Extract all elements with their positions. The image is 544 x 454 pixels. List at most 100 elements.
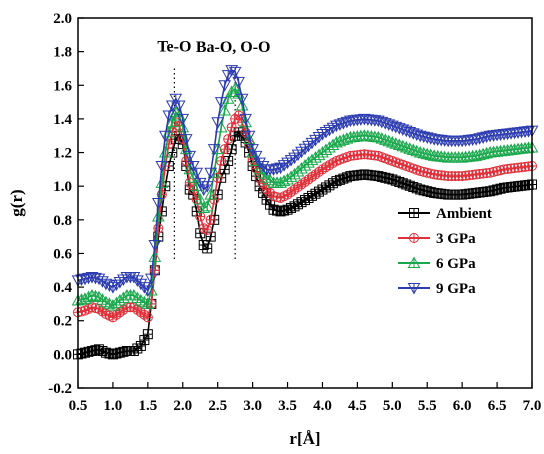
data-point (376, 171, 387, 182)
data-point (165, 100, 179, 112)
legend-label: Ambient (436, 206, 492, 222)
data-point (409, 233, 419, 243)
x-tick-label: 3.5 (278, 398, 297, 414)
legend-item: 3 GPa (398, 231, 476, 247)
x-tick-label: 3.0 (243, 398, 262, 414)
x-tick-label: 4.5 (348, 398, 367, 414)
data-point (469, 134, 483, 146)
data-point (200, 199, 214, 212)
data-point (162, 110, 176, 123)
legend-item: 6 GPa (398, 256, 476, 272)
annotation-ba-o-o-o: Ba-O, O-O (196, 39, 271, 56)
data-point (232, 76, 245, 89)
data-point (265, 199, 276, 210)
y-tick-label: 1.8 (53, 45, 72, 61)
data-point (205, 231, 216, 242)
data-point (235, 93, 249, 106)
data-point (476, 132, 490, 144)
annotations: Te-O Ba-O, O-O (157, 39, 270, 56)
data-point (246, 144, 259, 156)
data-point (144, 273, 158, 286)
data-point (473, 133, 486, 145)
legend-label: 6 GPa (436, 256, 476, 272)
x-tick-label: 1.5 (138, 398, 157, 414)
data-point (78, 273, 92, 286)
data-point (190, 179, 204, 192)
data-point (226, 122, 237, 133)
data-point (179, 134, 193, 146)
x-tick-label: 4.0 (313, 398, 332, 414)
data-point (195, 228, 206, 239)
x-tick-label: 6.0 (453, 398, 472, 414)
data-point (261, 194, 272, 205)
legend-item: 9 GPa (398, 281, 476, 297)
data-point (165, 115, 179, 128)
data-point (326, 138, 340, 150)
data-point (190, 167, 204, 180)
data-point (218, 103, 232, 116)
data-point (214, 97, 228, 109)
data-point (407, 256, 421, 268)
data-point (151, 209, 165, 222)
data-point (233, 110, 244, 121)
annotation-te-o: Te-O (157, 39, 191, 56)
data-point (407, 283, 421, 295)
data-point (228, 66, 242, 79)
x-tick-label: 5.5 (418, 398, 437, 414)
data-point (204, 188, 218, 200)
data-point (267, 164, 280, 176)
data-point (193, 193, 207, 205)
data-point (221, 70, 235, 82)
data-point (151, 198, 165, 210)
x-tick-label: 7.0 (523, 398, 542, 414)
data-point (148, 240, 162, 252)
data-point (420, 147, 434, 160)
x-tick-label: 2.0 (173, 398, 192, 414)
series-3 (71, 65, 539, 297)
x-tick-label: 6.5 (488, 398, 507, 414)
data-point (223, 134, 234, 145)
data-point (149, 265, 160, 276)
data-point (141, 297, 155, 309)
x-tick-label: 2.5 (208, 398, 227, 414)
data-point (424, 148, 438, 161)
data-point (139, 335, 150, 346)
y-tick-label: 1.4 (53, 112, 72, 128)
data-point (183, 162, 197, 175)
data-point (480, 131, 493, 144)
data-point (242, 130, 256, 143)
y-tick-label: 0.8 (53, 213, 72, 229)
data-point (89, 289, 102, 302)
x-tick-label: 1.0 (104, 398, 123, 414)
data-point (249, 150, 263, 163)
data-point (204, 167, 218, 180)
data-point (202, 243, 213, 254)
legend-item: Ambient (398, 206, 492, 222)
data-point (169, 93, 183, 106)
series-group (71, 65, 539, 360)
y-tick-label: 1.0 (53, 179, 72, 195)
x-tick-label: 5.0 (383, 398, 402, 414)
data-point (158, 130, 172, 143)
axes: 0.5 1.0 1.5 2.0 2.5 3.0 3.5 4.0 4.5 5.0 5.5 6.0 6.5 7… (48, 11, 541, 414)
y-tick-label: 0.0 (53, 347, 72, 363)
data-point (272, 192, 283, 203)
plot-frame (77, 17, 533, 389)
y-tick-label: 1.2 (53, 146, 72, 162)
data-point (82, 272, 95, 285)
data-point (96, 276, 109, 288)
y-tick-label: 1.6 (53, 78, 72, 94)
data-point (195, 211, 206, 222)
x-tick-label: 0.5 (69, 398, 88, 414)
data-point (176, 113, 190, 126)
data-point (228, 82, 242, 94)
y-tick-label: 0.6 (53, 246, 72, 262)
data-point (239, 113, 252, 126)
data-point (219, 144, 230, 155)
data-point (142, 312, 153, 323)
y-tick-label: 0.4 (53, 280, 72, 296)
data-point (219, 164, 230, 175)
data-point (167, 147, 178, 158)
data-point (383, 173, 394, 184)
x-axis-title: r[Å] (289, 429, 320, 448)
